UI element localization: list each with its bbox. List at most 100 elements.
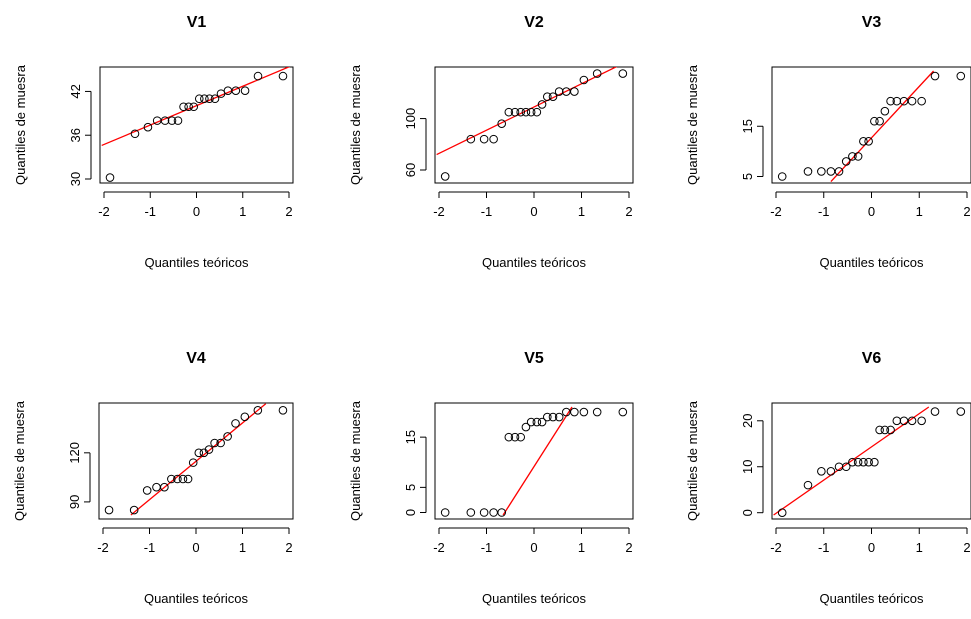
- y-axis-label: Quantiles de muesra: [685, 400, 700, 521]
- data-point: [231, 419, 240, 428]
- data-point: [886, 96, 895, 106]
- x-tick-label: 1: [916, 204, 923, 219]
- data-point: [777, 172, 787, 181]
- y-tick-label: 90: [67, 495, 82, 509]
- x-tick-label: 1: [578, 204, 585, 219]
- data-point: [930, 71, 940, 81]
- data-point: [516, 107, 526, 117]
- x-tick-label: -1: [481, 204, 493, 219]
- data-point: [543, 92, 552, 102]
- x-tick-label: 2: [285, 540, 292, 555]
- data-point: [130, 129, 140, 139]
- plot-frame: [771, 66, 971, 184]
- panel-title: V1: [187, 14, 207, 31]
- x-tick-label: -2: [770, 204, 782, 219]
- y-axis-label: Quantiles de muesra: [12, 400, 27, 521]
- data-point: [142, 486, 152, 495]
- data-point: [930, 407, 940, 416]
- data-point: [548, 412, 558, 422]
- x-tick-label: 1: [239, 204, 246, 219]
- data-point: [803, 167, 813, 176]
- data-point: [253, 71, 263, 81]
- plot-frame: [771, 402, 971, 520]
- data-point: [129, 505, 139, 515]
- y-tick-label: 100: [403, 108, 418, 130]
- x-tick-label: -1: [818, 540, 830, 555]
- data-point: [497, 119, 507, 129]
- x-tick-label: 0: [868, 204, 875, 219]
- data-point: [510, 107, 520, 117]
- x-tick-label: 2: [625, 540, 632, 555]
- data-point: [532, 417, 542, 427]
- data-point: [216, 438, 225, 448]
- data-point: [200, 94, 209, 104]
- data-point: [466, 134, 476, 144]
- data-point: [178, 474, 188, 484]
- data-point: [167, 474, 176, 484]
- data-point: [956, 407, 966, 416]
- data-point: [880, 106, 890, 116]
- data-point: [179, 102, 188, 112]
- y-tick-label: 30: [68, 172, 83, 186]
- x-tick-label: 2: [963, 540, 970, 555]
- data-point: [886, 425, 895, 435]
- data-point: [803, 480, 813, 490]
- y-tick-label: 5: [740, 173, 755, 180]
- data-point: [880, 425, 890, 435]
- plot-frame: [434, 66, 634, 184]
- x-tick-label: 2: [625, 204, 632, 219]
- x-tick-label: 2: [285, 204, 292, 219]
- data-point: [173, 474, 182, 484]
- data-point: [105, 173, 115, 182]
- x-tick-label: -1: [144, 540, 156, 555]
- x-tick-label: -2: [98, 204, 110, 219]
- data-point: [104, 505, 114, 515]
- y-axis-label: Quantiles de muesra: [13, 64, 28, 185]
- data-point: [570, 87, 579, 96]
- x-tick-label: -1: [144, 204, 156, 219]
- data-point: [907, 96, 917, 106]
- qq-panel-4: V4 -2 -1 0 1 2 Quantiles teóricos 90 120 Quantile…: [12, 350, 294, 606]
- data-point: [570, 407, 579, 417]
- y-tick-label: 42: [68, 84, 83, 98]
- data-point: [618, 69, 628, 78]
- data-point: [479, 508, 489, 517]
- data-point: [777, 508, 787, 518]
- data-point: [526, 417, 536, 427]
- data-point: [848, 457, 857, 467]
- data-point: [848, 152, 857, 161]
- data-point: [173, 116, 183, 125]
- data-point: [526, 107, 536, 117]
- data-point: [204, 445, 214, 454]
- qq-panel-5: V5 -2 -1 0 1 2 Quantiles teóricos 0 5 15 Quantiles…: [348, 350, 634, 606]
- x-tick-label: -1: [481, 540, 493, 555]
- data-point: [618, 407, 628, 417]
- data-point: [510, 432, 520, 442]
- x-tick-label: -1: [818, 204, 830, 219]
- data-point: [864, 457, 873, 467]
- qq-reference-line: [502, 406, 573, 516]
- data-point: [956, 71, 966, 81]
- x-tick-label: 1: [239, 540, 246, 555]
- x-tick-label: 0: [530, 540, 537, 555]
- x-tick-label: 1: [916, 540, 923, 555]
- data-point: [826, 467, 836, 476]
- data-point: [278, 71, 288, 81]
- x-tick-label: -2: [433, 540, 445, 555]
- data-point: [194, 448, 204, 458]
- x-tick-label: -2: [433, 204, 445, 219]
- data-point: [223, 432, 232, 441]
- x-tick-label: -2: [770, 540, 782, 555]
- data-point: [532, 107, 542, 117]
- data-point: [205, 94, 214, 104]
- x-axis-label: Quantiles teóricos: [482, 255, 587, 270]
- y-tick-label: 15: [403, 430, 418, 444]
- data-point: [817, 167, 826, 176]
- data-point: [853, 457, 863, 467]
- x-axis-label: Quantiles teóricos: [482, 591, 587, 606]
- qq-reference-line: [101, 67, 291, 147]
- data-point: [231, 86, 241, 96]
- data-point: [859, 137, 868, 146]
- data-point: [466, 508, 476, 517]
